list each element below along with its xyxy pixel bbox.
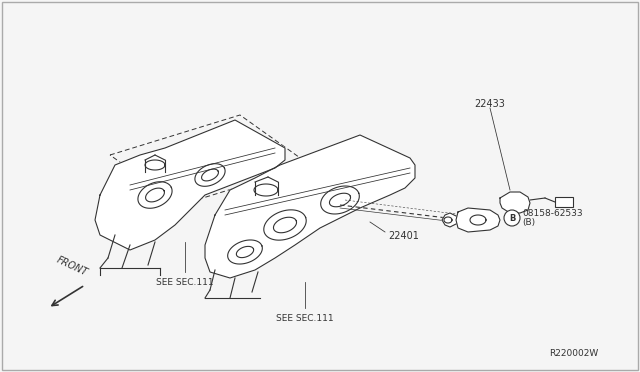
Polygon shape — [95, 120, 285, 250]
Text: 22401: 22401 — [388, 231, 419, 241]
Text: FRONT: FRONT — [55, 255, 89, 278]
Text: SEE SEC.111: SEE SEC.111 — [276, 314, 334, 323]
Polygon shape — [205, 135, 415, 278]
Text: 08158-62533: 08158-62533 — [522, 208, 582, 218]
Circle shape — [504, 210, 520, 226]
Text: R220002W: R220002W — [548, 349, 598, 358]
Polygon shape — [456, 208, 500, 232]
Text: 22433: 22433 — [475, 99, 506, 109]
Text: SEE SEC.111: SEE SEC.111 — [156, 278, 214, 287]
Text: (B): (B) — [522, 218, 535, 227]
Polygon shape — [442, 213, 456, 227]
FancyBboxPatch shape — [555, 197, 573, 207]
Text: B: B — [509, 214, 515, 222]
Polygon shape — [500, 192, 530, 213]
